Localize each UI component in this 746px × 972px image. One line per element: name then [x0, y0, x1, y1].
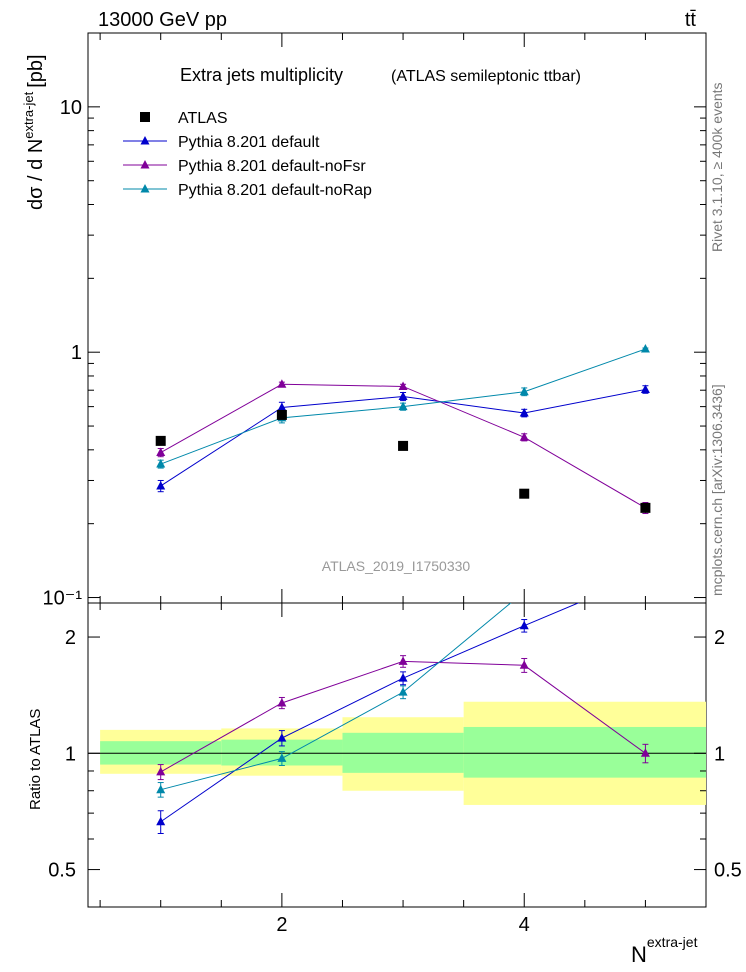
- legend-label-atlas: ATLAS: [178, 110, 228, 127]
- ratio-point-pythia-8-201-default-nofsr: [640, 748, 650, 757]
- legend-label-pythia-8-201-default-norap: Pythia 8.201 default-noRap: [178, 182, 372, 199]
- main-point-atlas: [519, 488, 530, 499]
- ratio-point-pythia-8-201-default: [156, 816, 166, 826]
- band-inner-3: [463, 726, 706, 778]
- x-tick-label: 2: [276, 914, 287, 936]
- legend-marker-pythia-8-201-default: [140, 136, 150, 145]
- ratio-point-pythia-8-201-default: [641, 570, 650, 579]
- header-right-label: tt̄: [685, 9, 697, 31]
- main-point-pythia-8-201-default-norap: [156, 459, 166, 468]
- rivet-label-text: Rivet 3.1.10, ≥ 400k events: [709, 82, 725, 252]
- main-point-pythia-8-201-default: [519, 408, 529, 417]
- main-point-pythia-8-201-default: [398, 391, 408, 400]
- legend-marker-pythia-8-201-default-norap: [140, 184, 150, 193]
- rivet-label: Rivet 3.1.10, ≥ 400k events: [709, 82, 725, 252]
- main-point-pythia-8-201-default-nofsr: [277, 379, 287, 388]
- chart-title: Extra jets multiplicity: [180, 65, 343, 85]
- main-ytick-label: 10⁻¹: [43, 588, 83, 610]
- x-axis-label-main: N: [631, 942, 647, 967]
- tick-labels: 10⁻¹ 1 10 0.5 0.5 1 1 2 2 2 4: [43, 97, 742, 936]
- main-point-pythia-8-201-default-nofsr: [519, 432, 529, 441]
- main-ylabel-unit: [pb]: [25, 54, 47, 87]
- ratio-point-pythia-8-201-default-nofsr: [398, 656, 408, 665]
- axis-ticks: [88, 32, 707, 908]
- legend-marker-pythia-8-201-default-nofsr: [140, 160, 150, 169]
- main-point-pythia-8-201-default-norap: [519, 386, 529, 396]
- ratio-point-pythia-8-201-default: [398, 673, 408, 682]
- main-point-pythia-8-201-default-norap: [640, 344, 650, 353]
- x-axis-label-sup: extra-jet: [647, 934, 698, 950]
- ratio-series-layer: [156, 570, 650, 834]
- ratio-point-pythia-8-201-default-nofsr: [519, 660, 529, 669]
- ratio-point-pythia-8-201-default-nofsr: [156, 766, 166, 776]
- main-point-atlas: [640, 502, 651, 513]
- mcplots-label: mcplots.cern.ch [arXiv:1306.3436]: [709, 384, 725, 596]
- ratio-point-pythia-8-201-default-norap: [398, 687, 408, 696]
- main-ylabel-text: dσ / d Nextra-jet [pb]: [21, 54, 47, 210]
- ratio-point-pythia-8-201-default: [277, 733, 287, 742]
- header-left-label: 13000 GeV pp: [98, 9, 227, 31]
- main-point-pythia-8-201-default: [277, 402, 287, 412]
- legend: ATLAS Pythia 8.201 default Pythia 8.201 de…: [123, 110, 372, 199]
- main-point-atlas: [398, 440, 409, 451]
- ratio-ylabel-text: Ratio to ATLAS: [27, 709, 44, 810]
- main-point-pythia-8-201-default: [640, 384, 650, 393]
- ratio-ytick-label-right: 1: [714, 743, 725, 765]
- x-axis-label: Nextra-jet: [631, 934, 698, 967]
- ratio-point-pythia-8-201-default-nofsr: [277, 697, 287, 707]
- chart-subtitle: (ATLAS semileptonic ttbar): [391, 68, 581, 85]
- main-ytick-label: 10: [60, 97, 82, 119]
- mcplots-label-text: mcplots.cern.ch [arXiv:1306.3436]: [709, 384, 725, 596]
- analysis-watermark: ATLAS_2019_I1750330: [322, 558, 471, 574]
- ratio-ytick-label-left: 2: [65, 627, 76, 649]
- main-point-pythia-8-201-default-nofsr: [398, 381, 408, 390]
- main-ylabel-sup: extra-jet: [21, 91, 36, 138]
- main-point-atlas: [276, 409, 287, 420]
- main-point-pythia-8-201-default-nofsr: [156, 447, 166, 457]
- main-ylabel-main: dσ / d N: [25, 139, 47, 210]
- main-point-pythia-8-201-default-norap: [398, 401, 408, 411]
- ratio-point-pythia-8-201-default-norap: [277, 753, 287, 762]
- ratio-ytick-label-right: 2: [714, 627, 725, 649]
- ratio-ytick-label-left: 0.5: [48, 860, 76, 882]
- ratio-ylabel: Ratio to ATLAS: [27, 709, 44, 810]
- main-point-atlas: [155, 435, 166, 446]
- ratio-point-pythia-8-201-default-norap: [156, 784, 166, 794]
- x-tick-label: 4: [519, 914, 530, 936]
- ratio-ytick-label-left: 1: [65, 743, 76, 765]
- legend-marker-atlas: [140, 112, 150, 122]
- legend-label-pythia-8-201-default: Pythia 8.201 default: [178, 134, 320, 151]
- ratio-point-pythia-8-201-default: [519, 620, 529, 630]
- ratio-ytick-label-right: 0.5: [714, 860, 742, 882]
- main-ytick-label: 1: [71, 342, 82, 364]
- legend-label-pythia-8-201-default-nofsr: Pythia 8.201 default-noFsr: [178, 158, 366, 175]
- main-ylabel: dσ / d Nextra-jet [pb]: [21, 54, 47, 210]
- main-series-layer: [155, 344, 651, 515]
- main-point-pythia-8-201-default: [156, 480, 166, 490]
